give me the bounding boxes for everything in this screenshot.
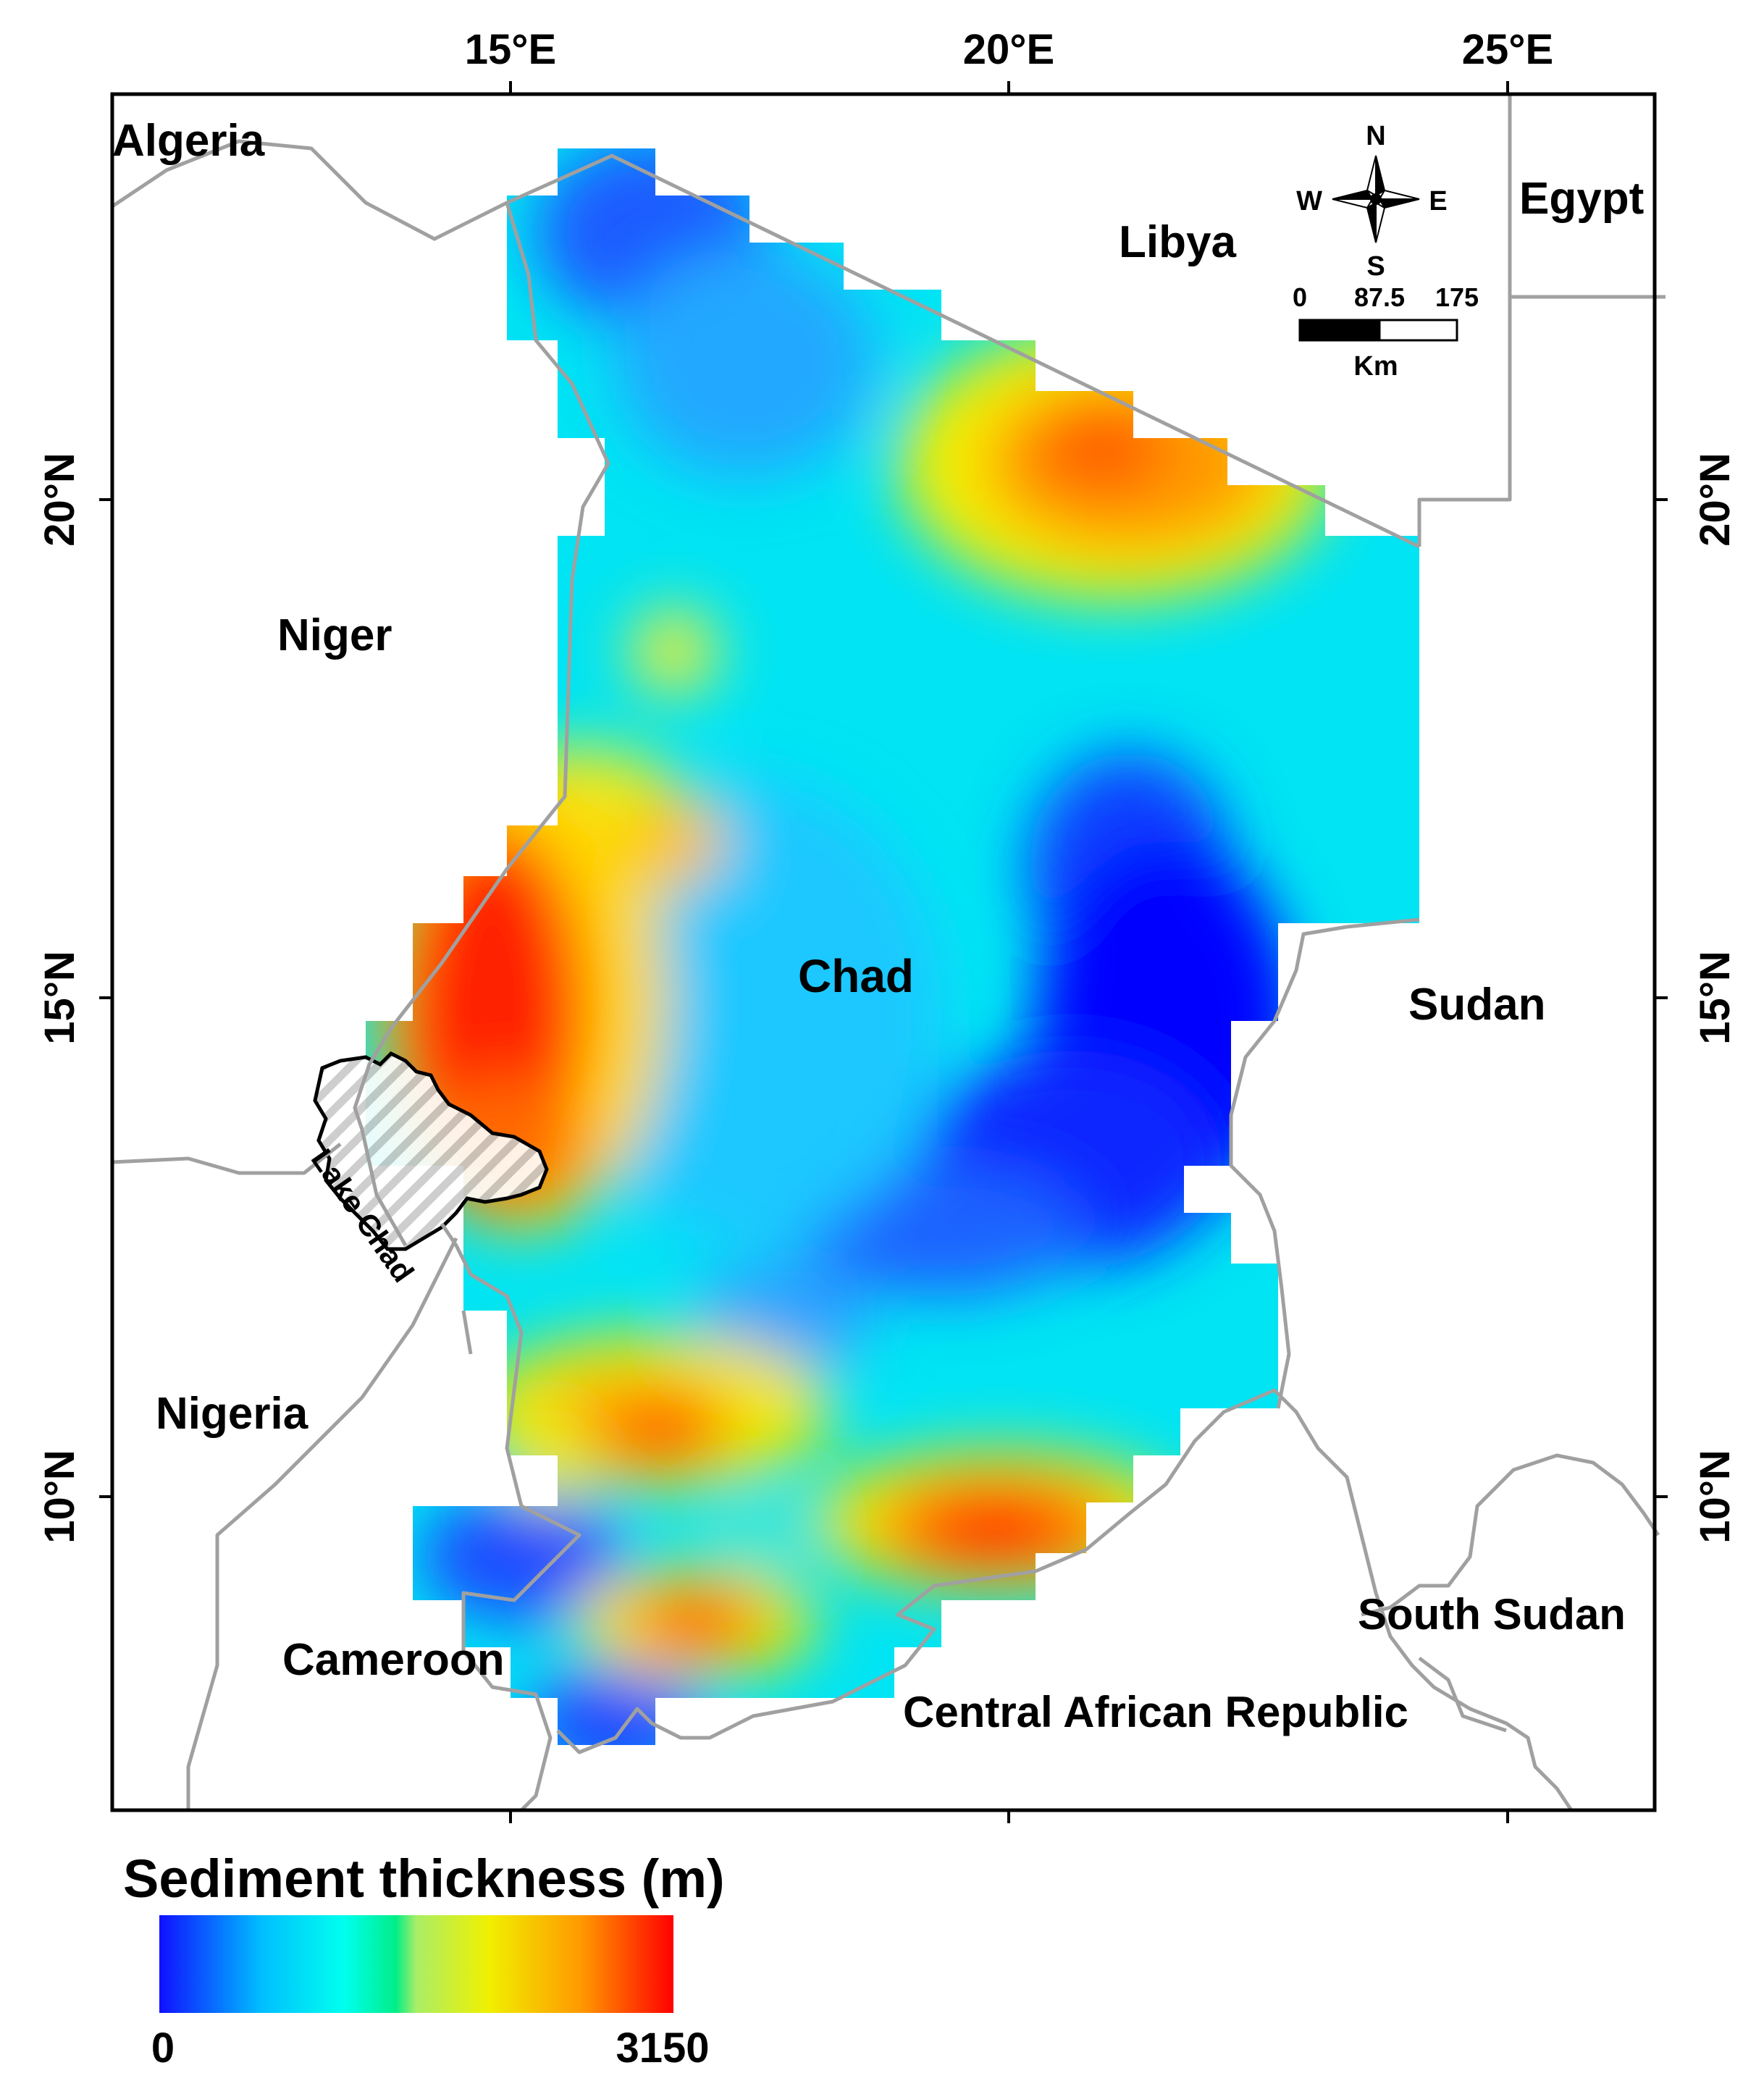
tick-label-left: 10°N [36, 1450, 83, 1544]
scale-tick-max: 175 [1435, 282, 1479, 312]
label-chad: Chad [798, 950, 914, 1002]
label-nigeria: Nigeria [156, 1389, 308, 1439]
legend-max: 3150 [616, 2025, 709, 2072]
compass-e: E [1429, 186, 1447, 216]
country-labels: Algeria Libya Egypt Niger Chad Sudan Nig… [112, 116, 1644, 1736]
legend-color-ramp [159, 1915, 673, 2013]
scale-bar: 0 87.5 175 Km [1293, 282, 1479, 382]
graticule-ticks [99, 81, 1668, 1823]
tick-label-right: 10°N [1692, 1450, 1739, 1544]
legend-min: 0 [151, 2025, 175, 2072]
label-sudan: Sudan [1408, 980, 1545, 1030]
tick-label-top: 20°E [963, 26, 1054, 73]
label-niger: Niger [277, 610, 392, 660]
map-frame [110, 92, 1657, 1812]
legend: Sediment thickness (m) 0 3150 [123, 1849, 725, 2072]
tick-label-right: 15°N [1692, 951, 1739, 1045]
legend-title: Sediment thickness (m) [123, 1849, 725, 1909]
north-arrow: N S W E [1296, 121, 1448, 282]
compass-n: N [1366, 121, 1385, 151]
tick-label-left: 20°N [36, 453, 83, 547]
left-axis-labels: 20°N 15°N 10°N [36, 453, 83, 1544]
compass-s: S [1366, 251, 1385, 282]
right-axis-labels: 20°N 15°N 10°N [1692, 453, 1739, 1544]
scale-tick-0: 0 [1293, 282, 1307, 312]
scale-tick-mid: 87.5 [1354, 282, 1405, 312]
country-borders [111, 94, 1666, 1812]
tick-label-right: 20°N [1692, 453, 1739, 547]
tick-label-left: 15°N [36, 951, 83, 1045]
label-cameroon: Cameroon [282, 1635, 505, 1685]
compass-rose-icon [1332, 155, 1420, 243]
tick-label-top: 15°E [465, 26, 556, 73]
label-south-sudan: South Sudan [1358, 1590, 1626, 1639]
top-axis-labels: 15°E 20°E 25°E [465, 26, 1553, 73]
label-egypt: Egypt [1519, 174, 1644, 224]
compass-w: W [1296, 186, 1322, 216]
label-central-african-republic: Central African Republic [903, 1688, 1408, 1736]
label-algeria: Algeria [112, 116, 265, 166]
scale-unit: Km [1353, 351, 1398, 382]
label-libya: Libya [1119, 217, 1236, 267]
tick-label-top: 25°E [1462, 26, 1553, 73]
